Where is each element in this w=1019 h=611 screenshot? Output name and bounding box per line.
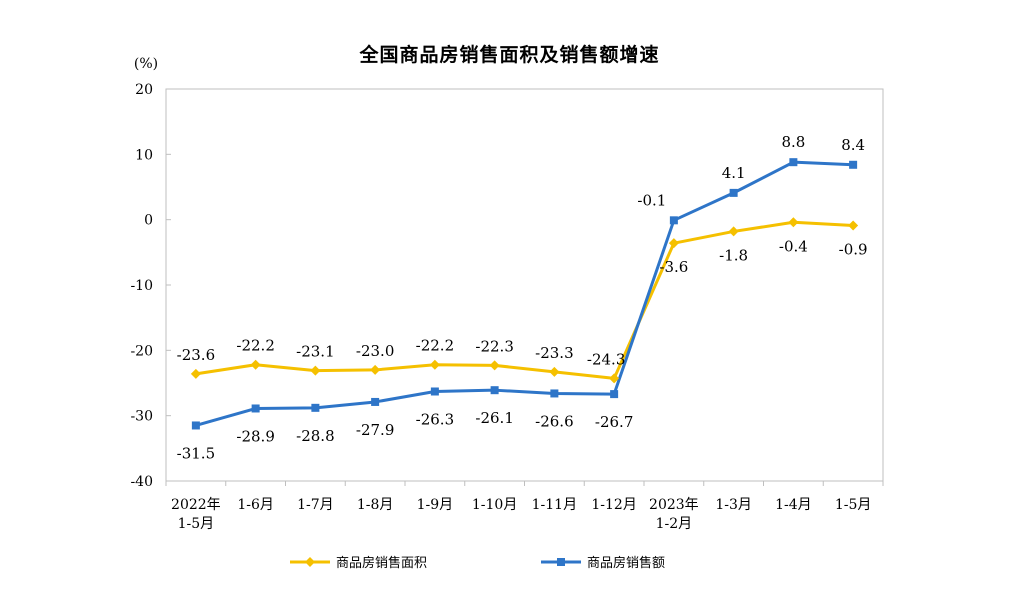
data-point-marker bbox=[729, 188, 738, 197]
x-tick-label: 1-3月 bbox=[715, 497, 752, 513]
chart-title: 全国商品房销售面积及销售额增速 bbox=[359, 44, 660, 66]
y-unit-label: (%) bbox=[134, 56, 158, 72]
legend-label: 商品房销售面积 bbox=[336, 555, 427, 571]
data-point-marker bbox=[849, 160, 858, 169]
legend-swatch-marker bbox=[305, 557, 315, 567]
x-tick-label: 1-5月 bbox=[178, 516, 215, 532]
data-point-marker bbox=[191, 421, 200, 430]
data-label: -23.3 bbox=[535, 344, 573, 362]
data-label: -28.9 bbox=[236, 427, 274, 445]
data-label: -0.1 bbox=[637, 191, 666, 209]
data-label: 8.4 bbox=[841, 136, 865, 154]
data-point-marker bbox=[848, 220, 859, 231]
x-tick-label: 1-10月 bbox=[472, 497, 517, 513]
y-tick-label: 0 bbox=[144, 213, 153, 229]
data-point-marker bbox=[668, 238, 679, 249]
data-point-marker bbox=[430, 387, 439, 396]
y-tick-label: 20 bbox=[135, 82, 153, 98]
legend: 商品房销售面积 商品房销售额 bbox=[290, 555, 665, 571]
data-point-marker bbox=[190, 368, 201, 379]
data-point-marker bbox=[310, 365, 321, 376]
data-point-marker bbox=[429, 359, 440, 370]
y-tick-label: 10 bbox=[135, 147, 153, 163]
data-point-marker bbox=[609, 373, 620, 384]
series-markers bbox=[190, 158, 859, 430]
x-tick-label: 1-12月 bbox=[591, 497, 636, 513]
data-point-marker bbox=[788, 217, 799, 228]
data-point-marker bbox=[490, 386, 499, 395]
y-axis-ticks: 20 10 0 -10 -20 -30 -40 bbox=[130, 82, 171, 490]
x-tick-label: 1-2月 bbox=[656, 516, 693, 532]
x-tick-label: 1-11月 bbox=[532, 497, 577, 513]
data-point-marker bbox=[370, 364, 381, 375]
data-label: 8.8 bbox=[781, 133, 805, 151]
data-label: -28.8 bbox=[296, 427, 334, 445]
data-point-marker bbox=[549, 366, 560, 377]
data-label: -23.1 bbox=[296, 343, 334, 361]
y-tick-label: -40 bbox=[130, 474, 153, 490]
data-point-marker bbox=[669, 216, 678, 225]
data-label: -26.1 bbox=[475, 409, 513, 427]
data-point-marker bbox=[371, 397, 380, 406]
y-tick-label: -20 bbox=[130, 343, 153, 359]
data-label: -22.2 bbox=[416, 337, 454, 355]
x-tick-label: 2023年 bbox=[649, 497, 699, 513]
data-point-marker bbox=[789, 158, 798, 167]
series-lines bbox=[195, 160, 854, 427]
data-point-marker bbox=[250, 359, 261, 370]
y-tick-label: -30 bbox=[130, 409, 153, 425]
data-point-marker bbox=[311, 403, 320, 412]
data-label: -23.0 bbox=[356, 342, 394, 360]
data-label: -27.9 bbox=[356, 421, 394, 439]
data-point-marker bbox=[610, 390, 619, 399]
plot-area-frame bbox=[165, 88, 884, 482]
x-tick-label: 1-4月 bbox=[775, 497, 812, 513]
x-axis-ticks: 2022年 1-5月 1-6月 1-7月 1-8月 1-9月 1-10月 1-11月 1-12月… bbox=[165, 481, 884, 532]
data-label: -24.3 bbox=[587, 350, 625, 368]
data-label: -26.3 bbox=[416, 410, 454, 428]
x-tick-label: 1-7月 bbox=[297, 497, 334, 513]
x-tick-label: 2022年 bbox=[171, 497, 221, 513]
data-label: -3.6 bbox=[659, 258, 688, 276]
x-tick-label: 1-5月 bbox=[835, 497, 872, 513]
data-label: -22.3 bbox=[475, 337, 513, 355]
data-label: -0.4 bbox=[779, 237, 808, 255]
legend-label: 商品房销售额 bbox=[587, 555, 665, 571]
data-label: -0.9 bbox=[839, 241, 868, 259]
x-tick-label: 1-8月 bbox=[357, 497, 394, 513]
x-tick-label: 1-6月 bbox=[237, 497, 274, 513]
data-label: -22.2 bbox=[236, 337, 274, 355]
series-line-2 bbox=[195, 160, 854, 427]
data-label: -26.6 bbox=[535, 412, 573, 430]
data-label: -26.7 bbox=[595, 413, 633, 431]
data-label: -31.5 bbox=[177, 444, 215, 462]
data-label: -1.8 bbox=[719, 246, 748, 264]
data-label: -23.6 bbox=[177, 346, 215, 364]
series-line-1 bbox=[195, 220, 854, 380]
data-labels: -23.6 -22.2 -23.1 -23.0 -22.2 -22.3 -23.3 -24.3… bbox=[177, 133, 868, 462]
data-point-marker bbox=[550, 389, 559, 398]
data-label: 4.1 bbox=[722, 164, 746, 182]
legend-swatch-marker bbox=[557, 558, 565, 566]
data-point-marker bbox=[489, 360, 500, 371]
data-point-marker bbox=[728, 226, 739, 237]
x-tick-label: 1-9月 bbox=[417, 497, 454, 513]
data-point-marker bbox=[251, 404, 260, 413]
y-tick-label: -10 bbox=[130, 278, 153, 294]
